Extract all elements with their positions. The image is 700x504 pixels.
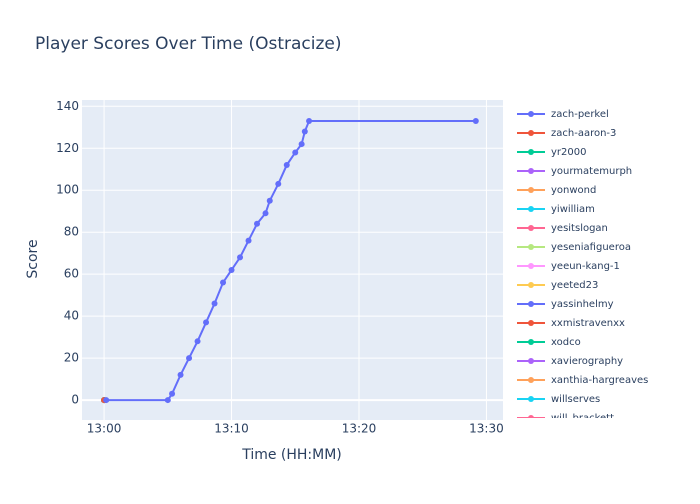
legend-label: yeeun-kang-1 — [551, 261, 620, 272]
legend-label: willserves — [551, 394, 600, 405]
y-tick-label: 120 — [56, 141, 79, 155]
chart-title: Player Scores Over Time (Ostracize) — [35, 34, 342, 54]
data-point — [292, 149, 299, 156]
data-point — [275, 180, 282, 187]
series-line — [106, 119, 476, 402]
data-point — [177, 371, 184, 378]
data-point — [301, 128, 308, 135]
legend-marker — [528, 263, 534, 269]
legend-marker — [528, 168, 534, 174]
legend-marker — [528, 130, 534, 136]
data-point — [237, 254, 244, 261]
x-tick-label: 13:10 — [214, 422, 249, 436]
y-tick-label: 40 — [64, 309, 79, 323]
legend-label: yonwond — [551, 185, 596, 196]
legend-label: xanthia-hargreaves — [551, 375, 648, 386]
data-point — [164, 397, 171, 404]
legend-label: yeseniafigueroa — [551, 242, 631, 253]
x-tick-label: 13:30 — [469, 422, 504, 436]
data-point — [262, 210, 269, 217]
data-point — [103, 397, 110, 404]
legend-marker — [528, 187, 534, 193]
data-point — [203, 319, 210, 326]
y-tick-label: 140 — [56, 99, 79, 113]
legend-label: yr2000 — [551, 147, 586, 158]
y-axis-title: Score — [25, 239, 41, 278]
legend-marker — [528, 396, 534, 402]
legend-marker — [528, 320, 534, 326]
data-point — [169, 390, 176, 397]
legend-label: yassinhelmy — [551, 299, 614, 310]
data-point — [266, 197, 273, 204]
data-point — [245, 237, 252, 244]
legend-label: yiwilliam — [551, 204, 595, 215]
legend-label: zach-perkel — [551, 109, 609, 120]
data-point — [254, 220, 261, 227]
data-point — [228, 266, 235, 273]
legend-label: xavierography — [551, 356, 623, 367]
data-point — [472, 117, 479, 124]
legend-label: yourmatemurph — [551, 166, 632, 177]
y-tick-label: 80 — [64, 225, 79, 239]
legend-marker — [528, 415, 534, 418]
y-tick-label: 0 — [71, 393, 79, 407]
data-point — [186, 355, 193, 362]
legend-marker — [528, 206, 534, 212]
legend-marker — [528, 111, 534, 117]
x-tick-label: 13:20 — [342, 422, 377, 436]
data-point — [220, 279, 227, 286]
legend-marker — [528, 225, 534, 231]
legend-marker — [528, 282, 534, 288]
data-point — [306, 117, 313, 124]
legend-label: will_brackett — [551, 413, 614, 424]
data-point — [194, 338, 201, 345]
legend-marker — [528, 149, 534, 155]
legend-marker — [528, 358, 534, 364]
legend-marker — [528, 377, 534, 383]
legend-marker — [528, 244, 534, 250]
legend-label: xodco — [551, 337, 581, 348]
legend-marker — [528, 339, 534, 345]
legend-marker — [528, 301, 534, 307]
x-axis-title: Time (HH:MM) — [241, 447, 342, 463]
legend-label: yesitslogan — [551, 223, 608, 234]
y-tick-label: 60 — [64, 267, 79, 281]
y-tick-label: 20 — [64, 351, 79, 365]
legend-label: xxmistravenxx — [551, 318, 625, 329]
data-point — [283, 162, 290, 169]
legend-label: yeeted23 — [551, 280, 598, 291]
data-point — [298, 141, 305, 148]
x-tick-label: 13:00 — [87, 422, 122, 436]
data-point — [211, 300, 218, 307]
legend-label: zach-aaron-3 — [551, 128, 616, 139]
y-tick-label: 100 — [56, 183, 79, 197]
